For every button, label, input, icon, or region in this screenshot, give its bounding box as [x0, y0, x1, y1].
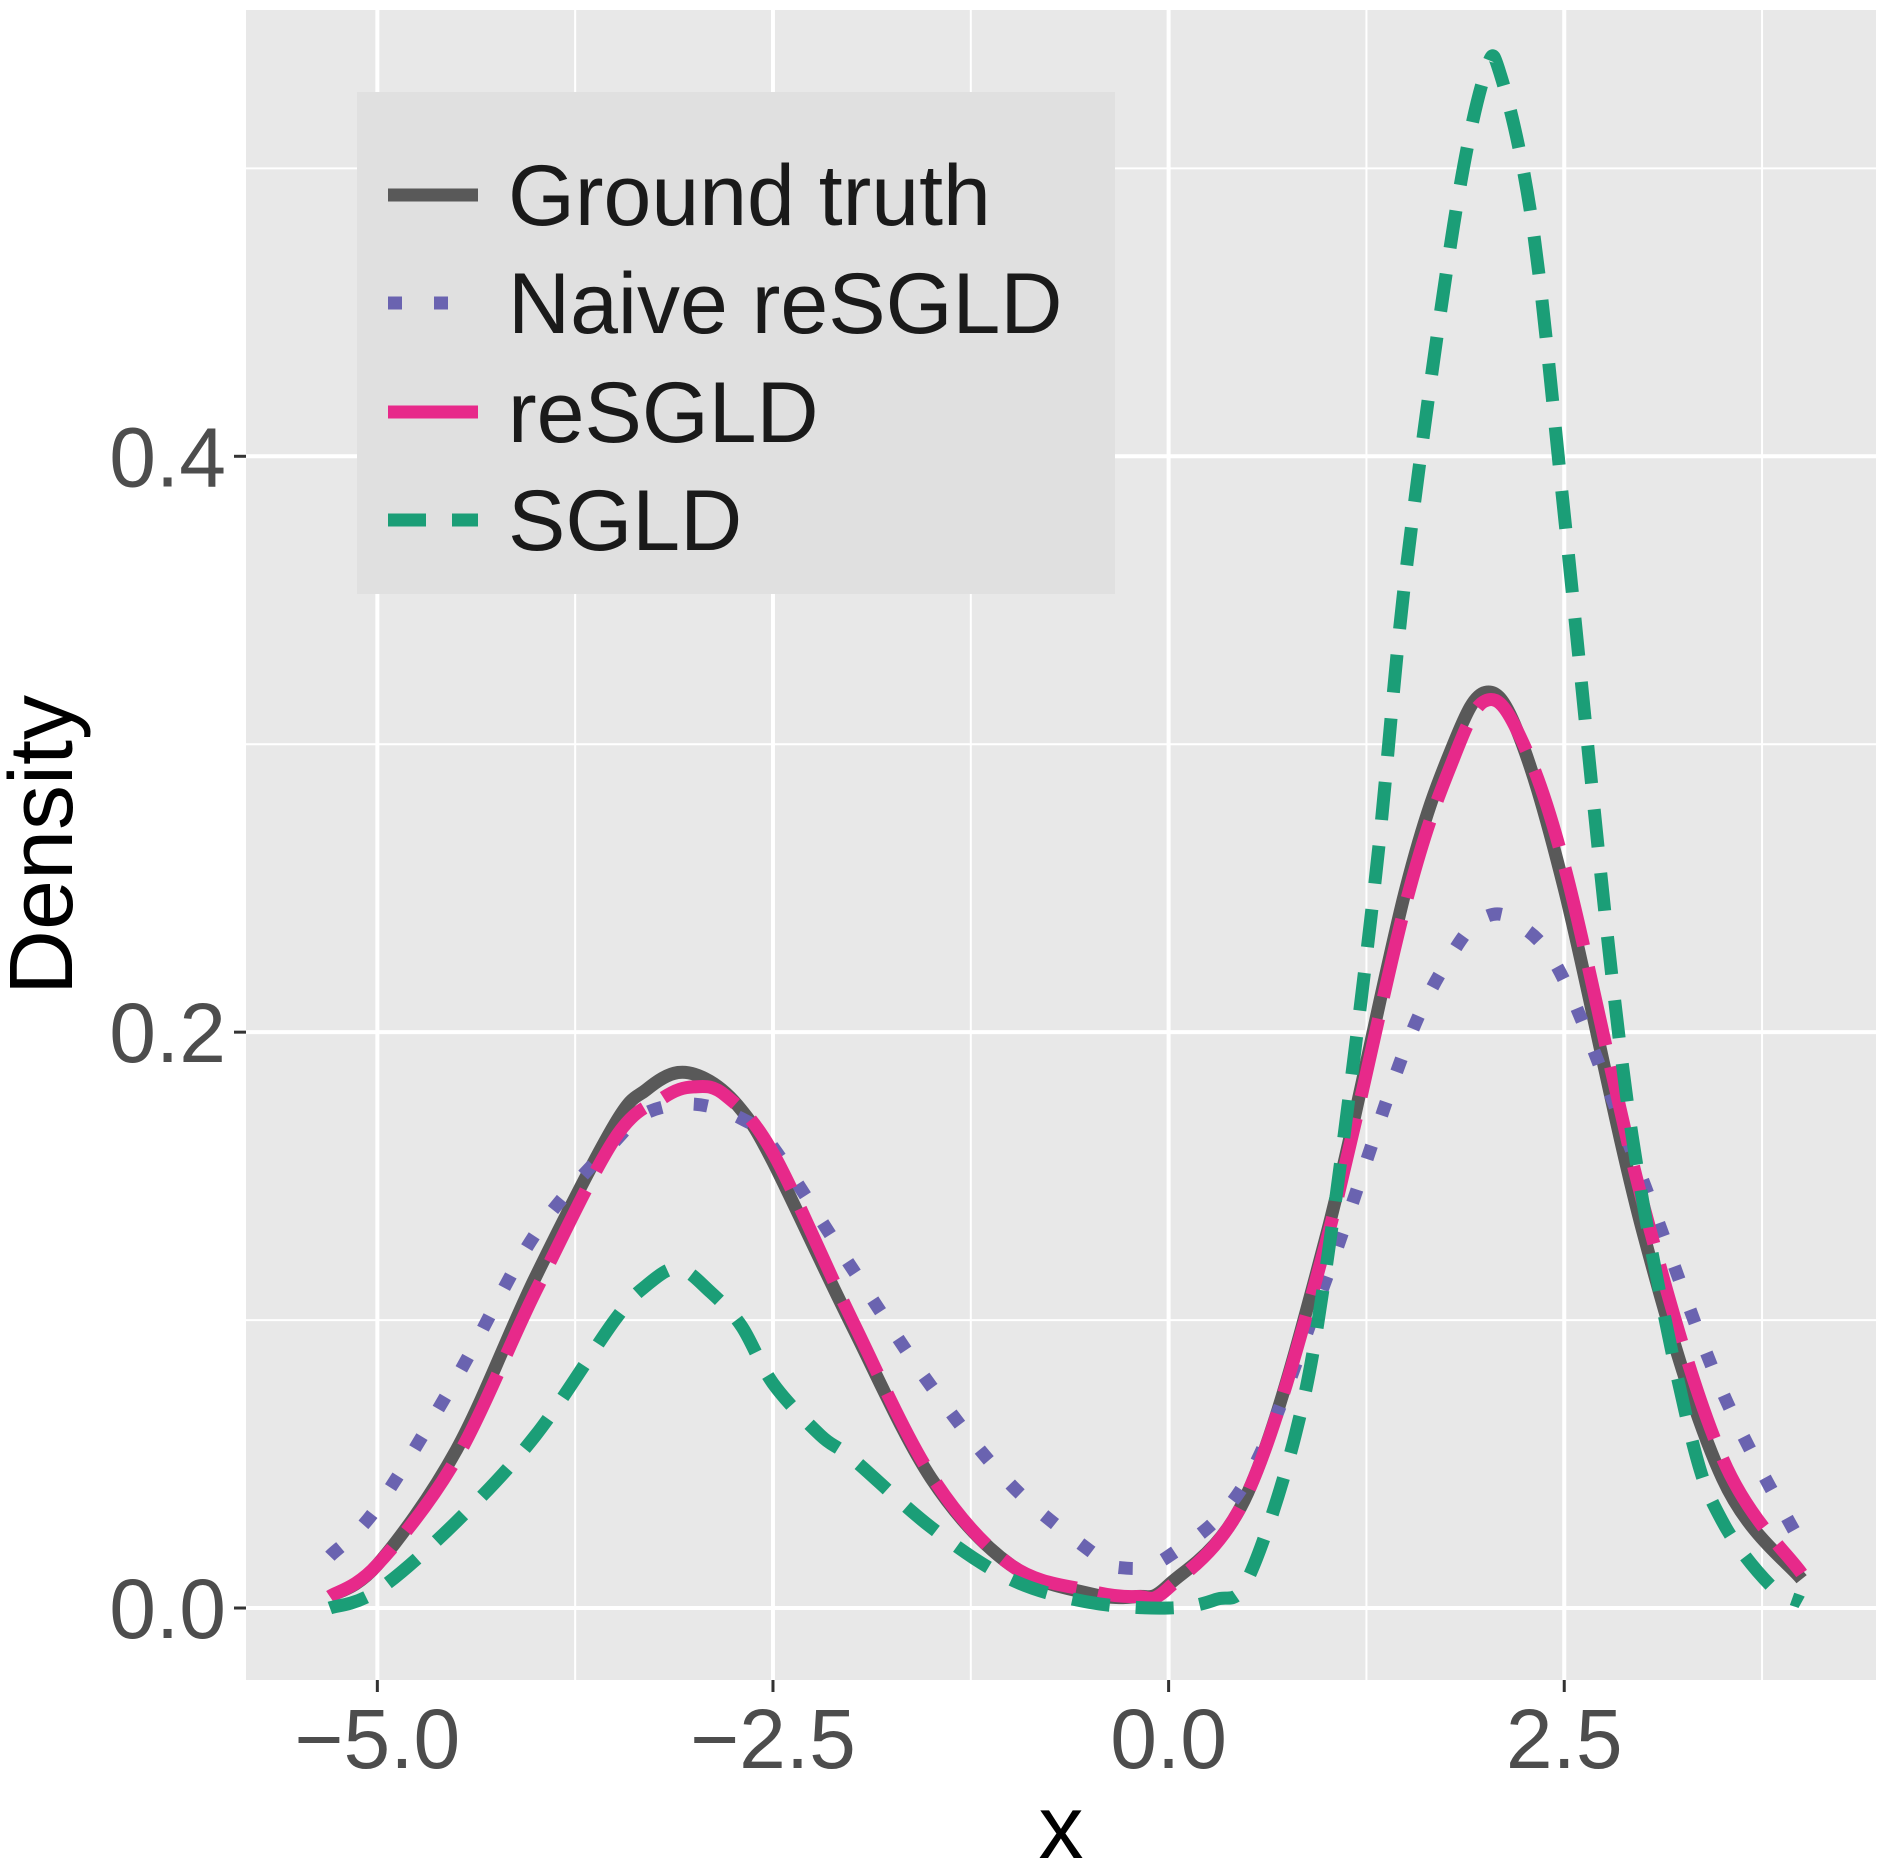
y-tick-label: 0.2: [109, 986, 226, 1080]
legend-label-resgld: reSGLD: [508, 365, 819, 461]
legend-box: [357, 92, 1115, 594]
legend: Ground truth Naive reSGLD reSGLD SGLD: [357, 92, 1115, 594]
x-axis: −5.0 −2.5 0.0 2.5: [294, 1680, 1623, 1786]
y-axis-title: Density: [0, 695, 92, 995]
legend-label-naive-resgld: Naive reSGLD: [508, 256, 1062, 352]
y-tick-label: 0.4: [109, 410, 226, 504]
x-tick-label: −5.0: [294, 1692, 460, 1786]
y-tick-label: 0.0: [109, 1562, 226, 1656]
x-tick-label: 2.5: [1506, 1692, 1623, 1786]
x-axis-title: x: [1039, 1778, 1084, 1870]
series-line-resgld: [326, 693, 1807, 1605]
series-layer: [325, 49, 1808, 1615]
y-axis: 0.0 0.2 0.4: [109, 410, 246, 1656]
x-tick-label: 0.0: [1110, 1692, 1227, 1786]
x-tick-label: −2.5: [690, 1692, 856, 1786]
legend-label-sgld: SGLD: [508, 473, 742, 569]
legend-label-ground-truth: Ground truth: [508, 148, 991, 244]
